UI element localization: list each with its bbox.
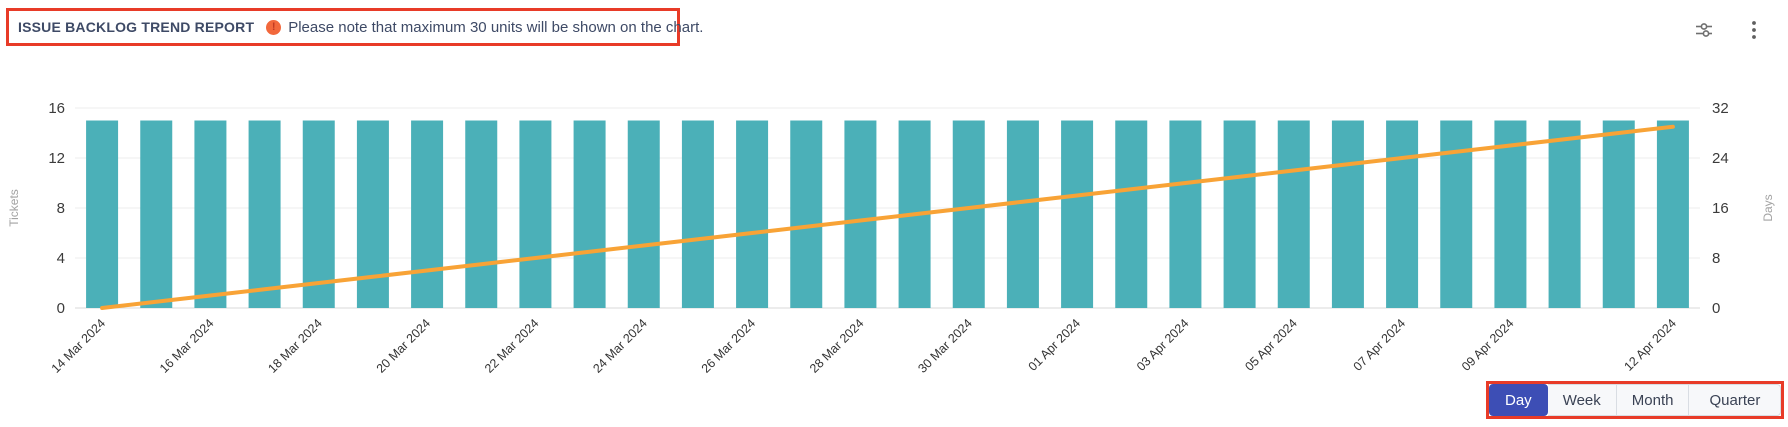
header-annotation-box: ISSUE BACKLOG TREND REPORT ! Please note…: [6, 8, 703, 46]
right-axis-title: Days: [1761, 194, 1775, 221]
right-axis-tick: 8: [1712, 250, 1720, 267]
x-axis-label: 26 Mar 2024: [699, 316, 759, 376]
left-axis-title: Tickets: [7, 189, 21, 227]
ticket-bar[interactable]: [1331, 120, 1364, 309]
ticket-bar[interactable]: [411, 120, 444, 309]
backlog-trend-chart: 0 0 4 8 8 16 12 24 16 32 Tickets Days 14 Mar 2024 16 …: [7, 100, 1775, 376]
x-axis-label: 28 Mar 2024: [807, 316, 867, 376]
left-axis-tick: 4: [57, 250, 65, 267]
ticket-bar[interactable]: [1386, 120, 1419, 309]
quarter-button[interactable]: Quarter: [1689, 384, 1782, 416]
ticket-bar[interactable]: [248, 120, 281, 309]
left-axis-tick: 16: [48, 100, 65, 117]
ticket-bar[interactable]: [1656, 120, 1689, 309]
x-axis-label: 09 Apr 2024: [1459, 316, 1517, 374]
x-axis-label: 20 Mar 2024: [374, 316, 434, 376]
x-axis-label: 22 Mar 2024: [482, 316, 542, 376]
ticket-bar[interactable]: [736, 120, 769, 309]
alert-icon: !: [266, 19, 282, 35]
ticket-bar[interactable]: [302, 120, 335, 309]
ticket-bar[interactable]: [1006, 120, 1039, 309]
x-axis-label: 14 Mar 2024: [49, 316, 109, 376]
right-axis-tick: 32: [1712, 100, 1729, 117]
ticket-bar[interactable]: [844, 120, 877, 309]
ticket-bar[interactable]: [1494, 120, 1527, 309]
more-options-icon[interactable]: [1742, 18, 1766, 42]
notice-text: Please note that maximum 30 units will b…: [288, 18, 704, 36]
ticket-bar[interactable]: [790, 120, 823, 309]
ticket-bar[interactable]: [1223, 120, 1256, 309]
right-axis-tick: 0: [1712, 300, 1720, 317]
x-axis-label: 03 Apr 2024: [1134, 316, 1192, 374]
day-button[interactable]: Day: [1489, 384, 1548, 416]
ticket-bar[interactable]: [140, 120, 173, 309]
ticket-bar[interactable]: [194, 120, 227, 309]
ticket-bar[interactable]: [86, 120, 119, 309]
x-axis-label: 12 Apr 2024: [1621, 316, 1679, 374]
ticket-bar[interactable]: [1602, 120, 1635, 309]
ticket-bar[interactable]: [519, 120, 552, 309]
week-button[interactable]: Week: [1547, 384, 1617, 416]
right-axis-tick: 16: [1712, 200, 1729, 217]
chart-area: 0 0 4 8 8 16 12 24 16 32 Tickets Days 14 Mar 2024 16 …: [0, 58, 1788, 385]
notice: ! Please note that maximum 30 units will…: [266, 19, 703, 36]
ticket-bar[interactable]: [573, 120, 606, 309]
x-axis-label: 18 Mar 2024: [265, 316, 325, 376]
time-range-annotation-box: Day Week Month Quarter: [1486, 381, 1785, 419]
ticket-bar[interactable]: [681, 120, 714, 309]
toolbar: [1692, 18, 1766, 42]
right-axis-tick: 24: [1712, 150, 1729, 167]
left-axis-tick: 12: [48, 150, 65, 167]
ticket-bar[interactable]: [1061, 120, 1094, 309]
left-axis-tick: 8: [57, 200, 65, 217]
ticket-bar[interactable]: [952, 120, 985, 309]
days-trend-line: [100, 124, 1675, 310]
ticket-bar[interactable]: [1277, 120, 1310, 309]
page-title: ISSUE BACKLOG TREND REPORT: [18, 19, 255, 35]
ticket-bar[interactable]: [1115, 120, 1148, 309]
x-axis-label: 30 Mar 2024: [915, 316, 975, 376]
ticket-bar[interactable]: [1548, 120, 1581, 309]
ticket-bar[interactable]: [627, 120, 660, 309]
ticket-bar[interactable]: [465, 120, 498, 309]
x-axis-label: 07 Apr 2024: [1351, 316, 1409, 374]
x-axis-label: 05 Apr 2024: [1242, 316, 1300, 374]
time-range-button-group: Day Week Month Quarter: [1489, 384, 1782, 416]
x-axis-label: 24 Mar 2024: [590, 316, 650, 376]
x-axis-label: 16 Mar 2024: [157, 316, 217, 376]
month-button[interactable]: Month: [1616, 384, 1690, 416]
left-axis-tick: 0: [57, 300, 65, 317]
x-axis-label: 01 Apr 2024: [1026, 316, 1084, 374]
ticket-bar[interactable]: [1169, 120, 1202, 309]
filter-sliders-icon[interactable]: [1692, 18, 1716, 42]
